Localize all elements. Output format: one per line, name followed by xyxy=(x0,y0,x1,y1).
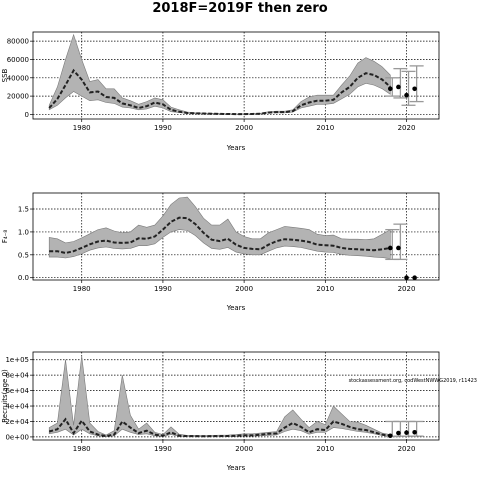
y-tick-label: 6e+04 xyxy=(5,387,29,395)
chart-panel-2: 1980 1990 2000 2010 2020 0.0 0.5 1.0 1.5 Years F₄₋… xyxy=(1,192,440,312)
y-tick-label: 40000 xyxy=(7,74,29,82)
x-tick-label: 2020 xyxy=(398,285,416,293)
projection-point xyxy=(404,92,409,98)
y-tick-label: 0e+00 xyxy=(5,433,29,441)
chart-panel-3: 1980 1990 2000 2010 2020 0e+00 2e+04 4e+04 6e+04… xyxy=(1,351,477,472)
x-tick-label: 2000 xyxy=(235,124,253,132)
x-tick-label: 1990 xyxy=(154,285,172,293)
x-tick-label: 2020 xyxy=(398,124,416,132)
projection-point xyxy=(412,275,417,281)
y-tick-label: 4e+04 xyxy=(5,403,29,411)
x-tick-label: 2000 xyxy=(235,285,253,293)
estimate-line xyxy=(48,417,391,438)
y-tick-label: 0.0 xyxy=(18,274,29,282)
projection-point xyxy=(387,86,393,92)
projection-point xyxy=(412,429,417,435)
projection-point xyxy=(396,84,401,90)
y-tick-label: 1.0 xyxy=(18,228,29,236)
x-tick-label: 2010 xyxy=(316,445,334,453)
x-tick-label: 2000 xyxy=(235,445,253,453)
x-tick-label: 1980 xyxy=(73,124,91,132)
axes-frame xyxy=(32,192,440,281)
panels: 1980 1990 2000 2010 2020 0 20000 40000 60000 8000… xyxy=(1,31,477,472)
y-tick-label: 0 xyxy=(25,111,29,119)
axes-frame xyxy=(32,351,440,441)
x-tick-label: 2010 xyxy=(316,285,334,293)
y-tick-label: 1.5 xyxy=(18,206,29,214)
y-tick-label: 2e+04 xyxy=(5,418,29,426)
axes-frame xyxy=(32,31,440,120)
confidence-band xyxy=(48,33,391,115)
y-tick-label: 0.5 xyxy=(18,251,29,259)
x-tick-label: 2020 xyxy=(398,445,416,453)
projection-point xyxy=(387,433,393,439)
estimate-line xyxy=(49,216,391,255)
estimate-line xyxy=(48,68,391,116)
projection-point xyxy=(412,86,417,92)
projection-point xyxy=(396,245,401,251)
confidence-band xyxy=(48,355,391,437)
confidence-band xyxy=(48,196,391,259)
x-tick-label: 1980 xyxy=(73,285,91,293)
figure-title: 2018F=2019F then zero xyxy=(152,1,327,16)
projection-point xyxy=(404,275,409,281)
y-tick-label: 20000 xyxy=(7,93,29,101)
projection-point xyxy=(404,430,409,435)
x-tick-label: 1990 xyxy=(154,445,172,453)
x-axis-label: Years xyxy=(226,304,246,312)
y-axis-label: F₄₋₈ xyxy=(1,230,9,244)
projection-point xyxy=(396,430,401,436)
y-axis-label: Recruits(age 0) xyxy=(1,369,9,423)
x-tick-label: 1980 xyxy=(73,445,91,453)
y-tick-label: 8e+04 xyxy=(5,372,29,380)
x-axis-label: Years xyxy=(226,144,246,152)
y-tick-label: 60000 xyxy=(7,56,29,64)
y-tick-label: 1e+05 xyxy=(5,356,29,364)
y-axis-label: SSB xyxy=(1,68,9,82)
source-annotation: stockassessment.org, codWestNWWG2019, r1… xyxy=(349,378,477,384)
x-tick-label: 1990 xyxy=(154,124,172,132)
x-axis-label: Years xyxy=(226,464,246,472)
y-tick-label: 80000 xyxy=(7,38,29,46)
chart-panel-1: 1980 1990 2000 2010 2020 0 20000 40000 60000 8000… xyxy=(1,31,440,152)
x-tick-label: 2010 xyxy=(316,124,334,132)
projection-point xyxy=(387,245,393,251)
